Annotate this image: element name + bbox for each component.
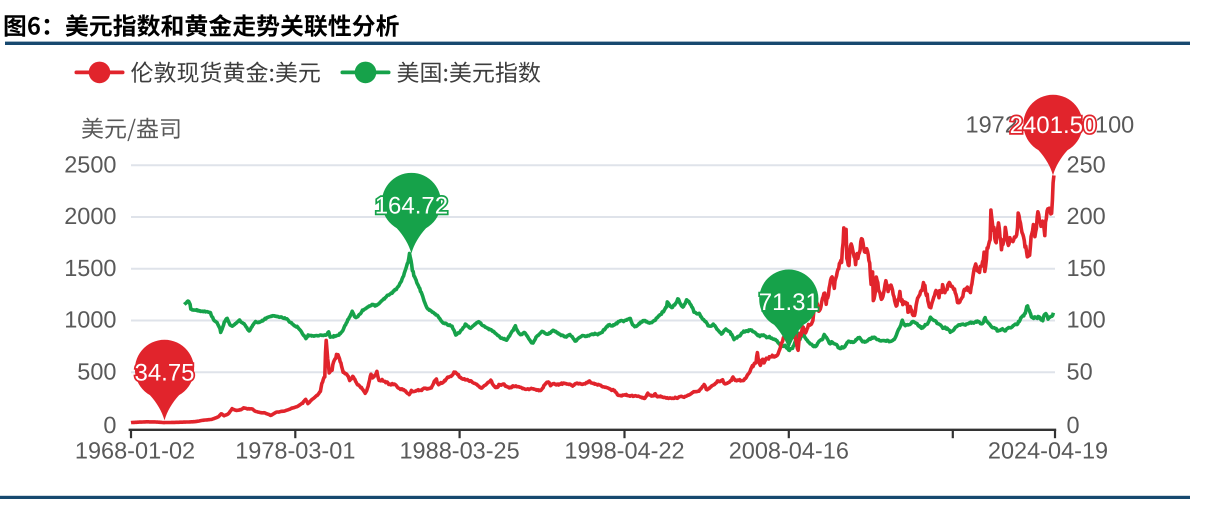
svg-text:500: 500 — [77, 358, 116, 384]
svg-text:1972: 1972 — [966, 112, 1018, 138]
svg-text:150: 150 — [1067, 255, 1106, 281]
svg-text:1968-01-02: 1968-01-02 — [75, 437, 195, 463]
svg-text:1998-04-22: 1998-04-22 — [564, 437, 684, 463]
svg-text:34.75: 34.75 — [134, 359, 194, 386]
svg-text:164.72: 164.72 — [375, 193, 448, 220]
svg-text:2500: 2500 — [64, 151, 116, 177]
svg-text:50: 50 — [1067, 358, 1093, 384]
svg-text:1978-03-01: 1978-03-01 — [235, 437, 355, 463]
svg-text:100: 100 — [1067, 307, 1106, 333]
svg-text:100: 100 — [1095, 112, 1134, 138]
svg-text:2024-04-19: 2024-04-19 — [988, 437, 1108, 463]
svg-text:71.31: 71.31 — [759, 289, 819, 316]
svg-text:1988-03-25: 1988-03-25 — [399, 437, 519, 463]
svg-text:0: 0 — [103, 412, 116, 438]
svg-text:1500: 1500 — [64, 255, 116, 281]
svg-text:0: 0 — [1067, 412, 1080, 438]
svg-text:1000: 1000 — [64, 307, 116, 333]
svg-text:2000: 2000 — [64, 203, 116, 229]
svg-text:2401.50: 2401.50 — [1010, 112, 1097, 139]
svg-text:2008-04-16: 2008-04-16 — [729, 437, 849, 463]
svg-text:200: 200 — [1067, 203, 1106, 229]
svg-text:250: 250 — [1067, 151, 1106, 177]
